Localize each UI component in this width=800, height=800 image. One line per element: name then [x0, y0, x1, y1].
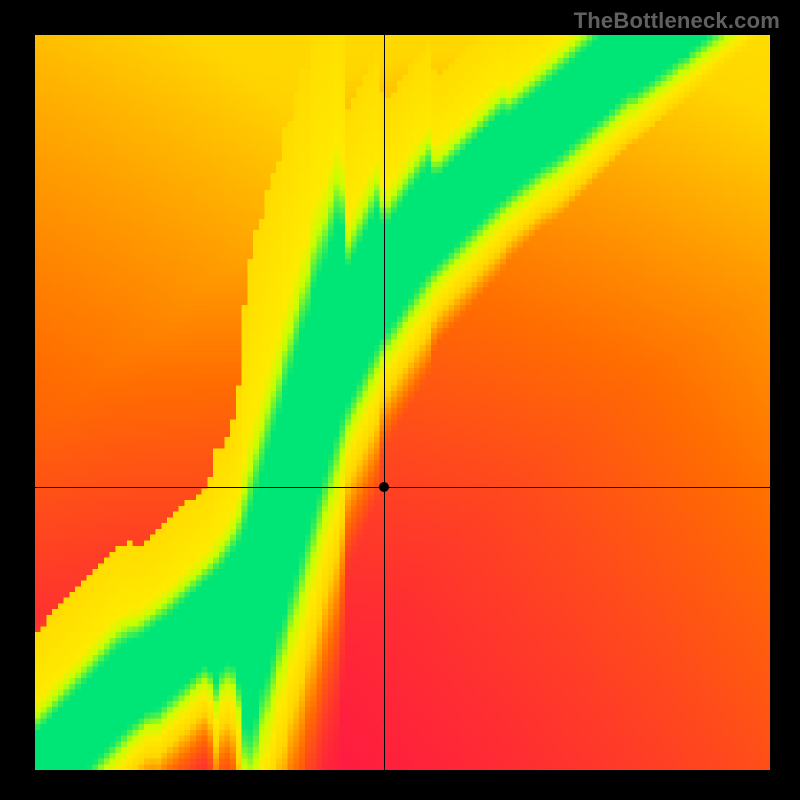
root-frame: TheBottleneck.com [0, 0, 800, 800]
crosshair-vertical [384, 35, 385, 770]
watermark-text: TheBottleneck.com [574, 8, 780, 34]
bottleneck-heatmap [35, 35, 770, 770]
crosshair-horizontal [35, 487, 770, 488]
